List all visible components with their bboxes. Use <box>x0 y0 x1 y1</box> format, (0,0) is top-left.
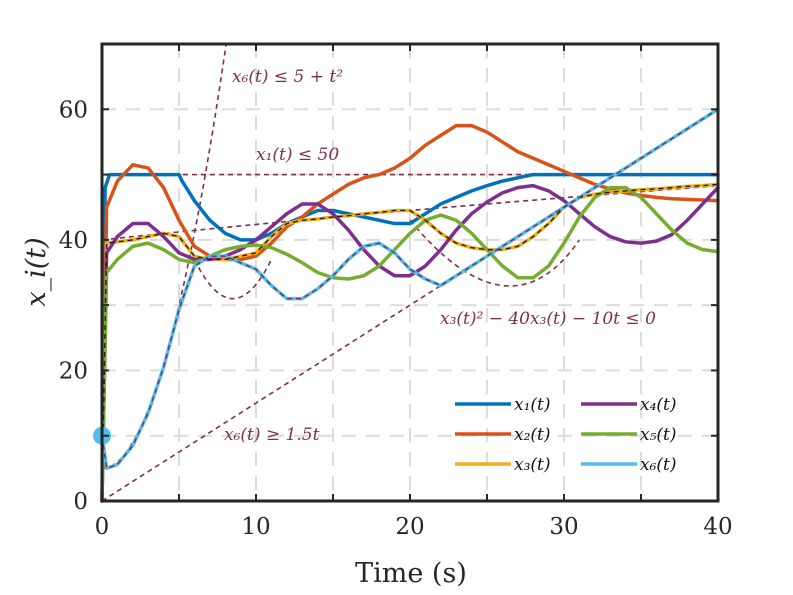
series-line-x4 <box>100 183 720 503</box>
legend-item-x4: x₄(t) <box>581 395 677 415</box>
constraint-x3-dip <box>193 259 273 300</box>
legend-label-x1: x₁(t) <box>514 395 551 415</box>
tick-labels: 0 10 20 30 40 0 20 40 60 <box>59 97 733 540</box>
legend-item-x3: x₃(t) <box>455 455 551 475</box>
x-tick-label: 20 <box>395 514 424 540</box>
legend-label-x6: x₆(t) <box>640 455 677 475</box>
y-tick-label: 40 <box>59 228 88 254</box>
x-tick-label: 0 <box>95 514 110 540</box>
annotation-x6-lower-bound: x₆(t) ≥ 1.5t <box>224 425 320 445</box>
x-tick-label: 40 <box>703 514 732 540</box>
x-axis-label: Time (s) <box>355 558 467 589</box>
constraint-x3-dip <box>409 219 581 287</box>
x-tick-label: 30 <box>549 514 578 540</box>
legend-item-x2: x₂(t) <box>455 425 551 445</box>
y-tick-label: 60 <box>59 97 88 123</box>
legend: x₁(t) x₂(t) x₃(t) x₄(t) x₅(t) x₆(t) <box>455 395 677 475</box>
legend-label-x5: x₅(t) <box>640 425 677 445</box>
legend-label-x4: x₄(t) <box>640 395 677 415</box>
x-tick-label: 10 <box>241 514 270 540</box>
series-line-x5 <box>100 185 720 503</box>
legend-label-x2: x₂(t) <box>514 425 551 445</box>
y-tick-label: 20 <box>59 358 88 384</box>
ticks <box>101 43 719 502</box>
series-line-x2 <box>100 123 720 503</box>
series-x3-reference-dash <box>101 183 719 502</box>
y-axis-label: x_i(t) <box>21 237 52 306</box>
legend-item-x1: x₁(t) <box>455 395 551 415</box>
legend-item-x6: x₆(t) <box>581 455 677 475</box>
annotation-x1-upper-bound: x₁(t) ≤ 50 <box>256 145 339 165</box>
y-tick-label: 0 <box>73 489 88 515</box>
annotation-x6-upper-bound: x₆(t) ≤ 5 + t² <box>232 67 343 87</box>
legend-item-x5: x₅(t) <box>581 425 677 445</box>
legend-label-x3: x₃(t) <box>514 455 551 475</box>
series-line-x1 <box>100 172 720 503</box>
constraint-x6-lower <box>101 108 719 502</box>
annotation-x3-constraint: x₃(t)² − 40x₃(t) − 10t ≤ 0 <box>440 309 656 329</box>
series-x6-reference-dash <box>101 108 719 470</box>
series-lines <box>100 107 720 503</box>
